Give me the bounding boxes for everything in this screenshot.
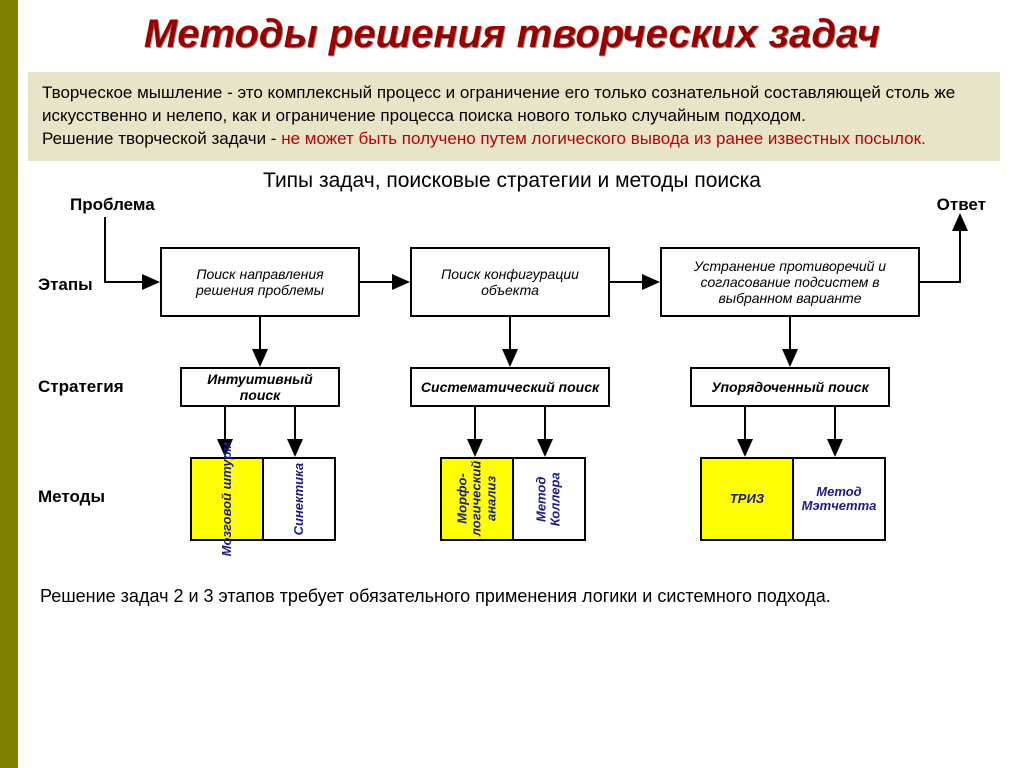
label-problem: Проблема <box>70 195 155 215</box>
method-group-1: Мозговой штурм Синектика <box>190 457 336 541</box>
method-1b: Синектика <box>264 459 334 539</box>
decorative-stripe <box>0 0 18 768</box>
method-group-3: ТРИЗ Метод Мэтчетта <box>700 457 886 541</box>
method-2b: Метод Коллера <box>514 459 584 539</box>
method-3b: Метод Мэтчетта <box>794 459 884 539</box>
method-group-2: Морфо-логический анализ Метод Коллера <box>440 457 586 541</box>
footer-note: Решение задач 2 и 3 этапов требует обяза… <box>40 585 984 608</box>
strategy-3: Упорядоченный поиск <box>690 367 890 407</box>
stage-3: Устранение противоречий и согласование п… <box>660 247 920 317</box>
method-3a: ТРИЗ <box>702 459 792 539</box>
page-title: Методы решения творческих задач <box>0 0 1024 64</box>
flowchart: Проблема Ответ Этапы Стратегия Методы По… <box>30 197 994 577</box>
stage-2: Поиск конфигурации объекта <box>410 247 610 317</box>
strategy-2: Систематический поиск <box>410 367 610 407</box>
intro-seg3: не может быть получено путем логического… <box>281 129 926 148</box>
stage-1: Поиск направления решения проблемы <box>160 247 360 317</box>
diagram-subtitle: Типы задач, поисковые стратегии и методы… <box>0 169 1024 193</box>
method-1a: Мозговой штурм <box>192 459 262 539</box>
label-answer: Ответ <box>937 195 986 215</box>
intro-seg2: Решение творческой задачи - <box>42 129 281 148</box>
intro-seg1: Творческое мышление - это комплексный пр… <box>42 83 955 125</box>
row-label-strategy: Стратегия <box>38 377 124 397</box>
row-label-methods: Методы <box>38 487 105 507</box>
intro-box: Творческое мышление - это комплексный пр… <box>28 72 1000 161</box>
row-label-stages: Этапы <box>38 275 93 295</box>
strategy-1: Интуитивный поиск <box>180 367 340 407</box>
method-2a: Морфо-логический анализ <box>442 459 512 539</box>
